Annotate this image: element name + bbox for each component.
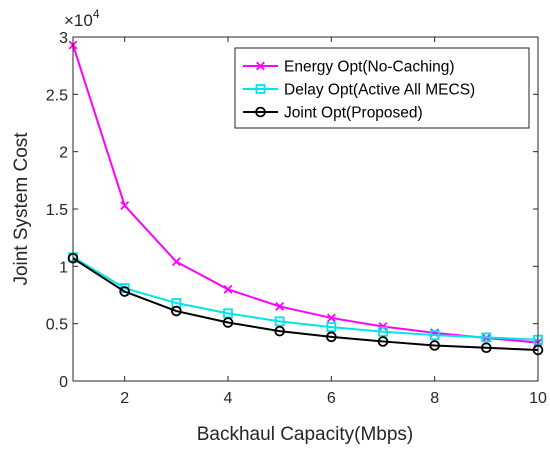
- data-point: [326, 313, 336, 323]
- data-point: [481, 342, 492, 354]
- data-point: [481, 332, 492, 343]
- data-point: [222, 317, 234, 328]
- axes-layer: 0 0.5 1 1.5 2 2.5 3 2 4 6 8 10: [46, 30, 547, 407]
- x-tick-label: 4: [224, 390, 233, 407]
- x-tick-label: 6: [327, 390, 336, 407]
- legend-label: Energy Opt(No-Caching): [284, 59, 455, 76]
- series-line: [72, 257, 539, 352]
- series-layer: [67, 40, 544, 356]
- data-point: [274, 316, 285, 327]
- data-point: [274, 325, 285, 337]
- data-point: [223, 284, 233, 294]
- legend-items: Energy Opt(No-Caching) Delay Opt(Active A…: [243, 59, 475, 122]
- data-point: [377, 336, 389, 347]
- series-line: [72, 256, 539, 341]
- data-point: [120, 201, 130, 210]
- y-axis-label: Joint System Cost: [11, 132, 32, 286]
- y-tick-label: 0: [59, 374, 68, 391]
- y-tick-label: 1.5: [46, 202, 68, 219]
- x-tick-label: 2: [120, 390, 129, 407]
- data-point: [171, 305, 182, 317]
- legend-marker: [256, 61, 265, 71]
- legend-box: [234, 47, 530, 129]
- y-tick-label: 0.5: [46, 317, 68, 334]
- series-3: [67, 253, 544, 356]
- y-exponent-base: ×10: [64, 11, 93, 30]
- legend-item: Energy Opt(No-Caching): [243, 59, 455, 76]
- y-tick-label: 3: [59, 30, 68, 47]
- data-point: [171, 257, 181, 267]
- data-point: [378, 326, 388, 337]
- legend-label: Joint Opt(Proposed): [284, 105, 423, 122]
- data-point: [119, 286, 130, 297]
- data-point: [275, 302, 285, 311]
- data-point: [378, 322, 388, 331]
- legend-label: Delay Opt(Active All MECS): [284, 82, 475, 99]
- x-tick-label: 8: [430, 390, 439, 407]
- y-tick-label: 2: [59, 145, 68, 162]
- data-point: [326, 322, 337, 333]
- legend-item: Joint Opt(Proposed): [243, 105, 423, 122]
- legend: Energy Opt(No-Caching) Delay Opt(Active A…: [234, 47, 530, 129]
- legend-item: Delay Opt(Active All MECS): [243, 82, 475, 99]
- y-tick-label: 1: [59, 259, 68, 276]
- legend-marker: [255, 106, 266, 118]
- y-tick-label: 2.5: [46, 87, 68, 104]
- y-exponent-power: 4: [93, 7, 100, 21]
- x-axis-label: Backhaul Capacity(Mbps): [197, 424, 413, 445]
- legend-marker: [255, 84, 266, 94]
- x-tick-label: 10: [529, 390, 547, 407]
- data-point: [326, 331, 337, 343]
- data-point: [429, 340, 440, 351]
- y-axis-exponent: ×104: [64, 7, 100, 30]
- data-point: [429, 330, 440, 341]
